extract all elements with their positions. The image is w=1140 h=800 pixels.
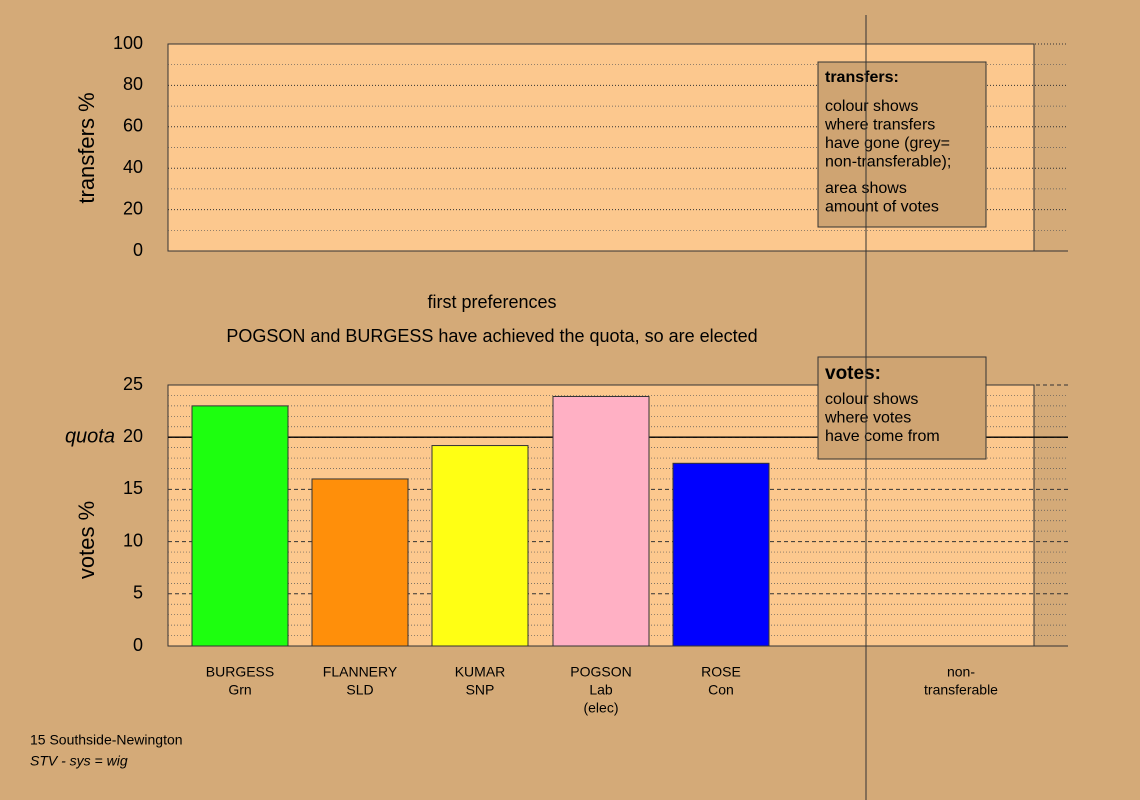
y-tick-label: 0	[133, 635, 143, 655]
y-tick-label: 15	[123, 478, 143, 498]
y-tick-label: 0	[133, 240, 143, 260]
y-axis-label: votes %	[74, 501, 99, 579]
y-tick-label: 80	[123, 74, 143, 94]
note-text: have gone (grey=	[825, 135, 950, 152]
footer-system: STV - sys = wig	[30, 753, 128, 769]
y-tick-label: 20	[123, 198, 143, 218]
bar	[431, 445, 529, 647]
chart-subtitle: POGSON and BURGESS have achieved the quo…	[226, 326, 757, 346]
footer-constituency: 15 Southside-Newington	[30, 732, 183, 748]
note-text: amount of votes	[825, 199, 939, 216]
note-text: colour shows	[825, 391, 918, 408]
y-tick-label: 40	[123, 157, 143, 177]
y-tick-label: 25	[123, 374, 143, 394]
x-tick-label: FLANNERY	[323, 664, 398, 680]
bar	[191, 405, 289, 647]
x-tick-label: POGSON	[570, 664, 631, 680]
chart-title: first preferences	[427, 292, 556, 312]
x-tick-label: SLD	[346, 682, 373, 698]
note-box	[817, 356, 987, 460]
note-title: transfers:	[825, 69, 899, 86]
y-axis-label: transfers %	[74, 92, 99, 203]
note-text: colour shows	[825, 98, 918, 115]
note-text: where transfers	[824, 117, 935, 134]
note-text: non-transferable);	[825, 154, 951, 171]
y-tick-label: 60	[123, 116, 143, 136]
note-title: votes:	[825, 363, 881, 384]
x-tick-label: KUMAR	[455, 664, 506, 680]
x-tick-label: transferable	[924, 682, 998, 698]
note-text: where votes	[824, 410, 911, 427]
y-tick-label: 20	[123, 426, 143, 446]
x-tick-label: SNP	[466, 682, 495, 698]
x-tick-label: Grn	[228, 682, 251, 698]
bar	[311, 478, 409, 647]
quota-label: quota	[65, 425, 115, 447]
x-tick-label: non-	[947, 664, 975, 680]
y-tick-label: 5	[133, 583, 143, 603]
bar	[672, 462, 770, 647]
x-tick-label: ROSE	[701, 664, 741, 680]
y-tick-label: 10	[123, 530, 143, 550]
x-tick-label: (elec)	[583, 700, 618, 716]
note-text: have come from	[825, 428, 940, 445]
y-tick-label: 100	[113, 33, 143, 53]
note-box	[817, 61, 987, 228]
x-tick-label: Lab	[589, 682, 613, 698]
x-tick-label: BURGESS	[206, 664, 274, 680]
bar	[552, 395, 650, 647]
x-tick-label: Con	[708, 682, 734, 698]
